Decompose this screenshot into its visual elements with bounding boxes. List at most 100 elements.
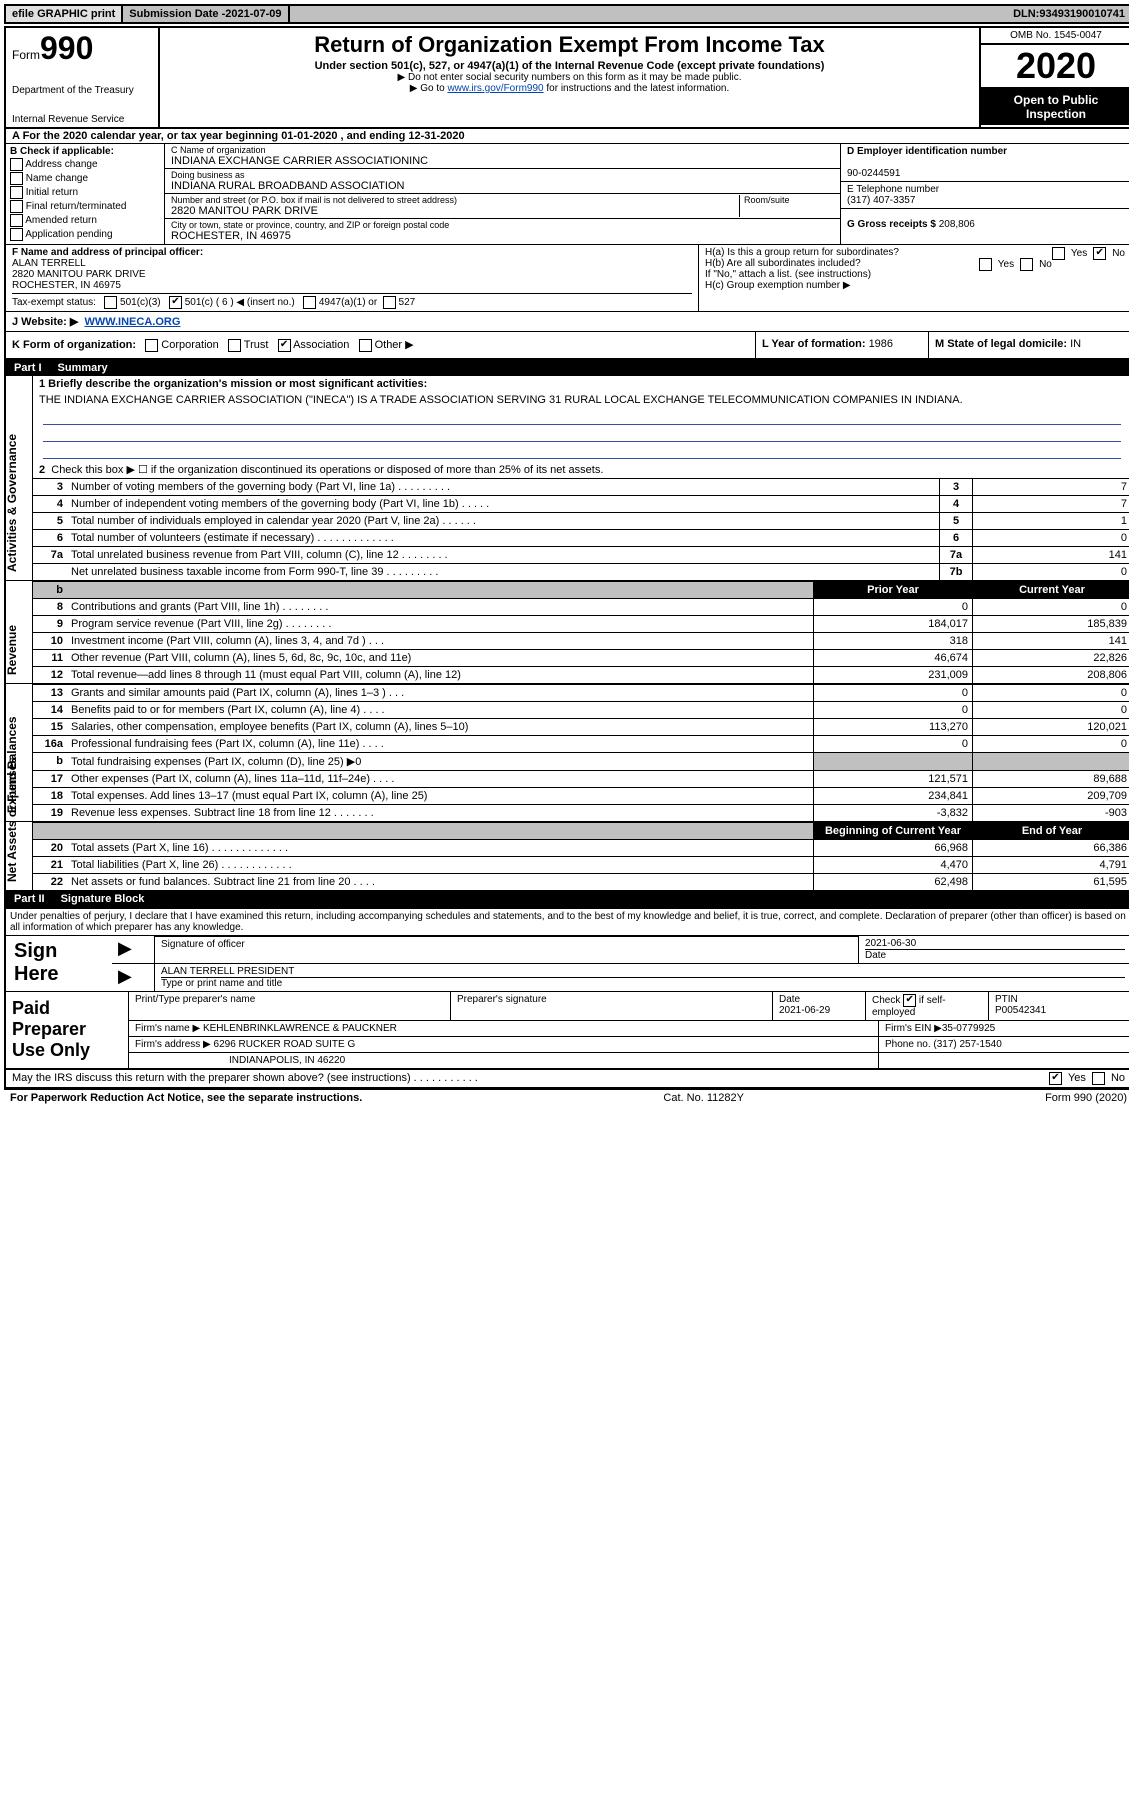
dept-treasury: Department of the Treasury (12, 85, 152, 96)
chk-trust[interactable] (228, 339, 241, 352)
sig-date-value: 2021-06-30 (865, 938, 916, 949)
form-title: Return of Organization Exempt From Incom… (166, 32, 973, 58)
chk-527[interactable] (383, 296, 396, 309)
sign-here-label: Sign Here (6, 936, 112, 991)
sig-officer-label: Signature of officer (155, 936, 859, 963)
line1-label: 1 Briefly describe the organization's mi… (33, 376, 1129, 392)
hc-row: H(c) Group exemption number ▶ (705, 280, 1125, 291)
ha-row: H(a) Is this a group return for subordin… (705, 247, 1125, 258)
table-row: 16aProfessional fundraising fees (Part I… (33, 735, 1129, 752)
e-phone-label: E Telephone number (847, 184, 939, 195)
firm-name-label: Firm's name ▶ (135, 1023, 200, 1034)
part1-header: Part I Summary (6, 360, 1129, 376)
side-activities: Activities & Governance (6, 376, 33, 580)
dln-value: 93493190010741 (1039, 8, 1125, 20)
sig-date-label: Date (865, 949, 1125, 961)
prep-self-emp: Check ✔ if self-employed (866, 992, 989, 1020)
side-revenue-label: Revenue (5, 625, 19, 675)
part2-title: Signature Block (53, 891, 1129, 907)
line1-text: THE INDIANA EXCHANGE CARRIER ASSOCIATION… (33, 392, 1129, 408)
chk-501c3[interactable] (104, 296, 117, 309)
header-sub3-pre: ▶ Go to (410, 83, 448, 94)
net-content: Beginning of Current Year End of Year 20… (33, 822, 1129, 890)
hb-no[interactable] (1020, 258, 1033, 271)
dln-cell: DLN: 93493190010741 (1007, 6, 1129, 22)
form-word: Form (12, 48, 40, 62)
hb-yes[interactable] (979, 258, 992, 271)
opt-corp: Corporation (161, 339, 218, 351)
table-row: 14Benefits paid to or for members (Part … (33, 701, 1129, 718)
form-frame: Form990 Department of the Treasury Inter… (4, 26, 1129, 1090)
m-state: M State of legal domicile: IN (928, 332, 1129, 358)
opt-4947: 4947(a)(1) or (319, 297, 377, 308)
opt-501c3: 501(c)(3) (120, 297, 161, 308)
table-row: 8Contributions and grants (Part VIII, li… (33, 598, 1129, 615)
g-gross-block: G Gross receipts $ 208,806 (841, 209, 1129, 232)
f-name: ALAN TERRELL (12, 258, 86, 269)
c-city-block: City or town, state or province, country… (165, 219, 840, 243)
col-prior-year: Prior Year (813, 582, 972, 598)
chk-initial-return[interactable]: Initial return (10, 186, 160, 199)
dept-irs: Internal Revenue Service (12, 114, 152, 125)
chk-name-change[interactable]: Name change (10, 172, 160, 185)
d-ein-block: D Employer identification number 90-0244… (841, 144, 1129, 182)
top-bar: efile GRAPHIC print Submission Date - 20… (4, 4, 1129, 24)
chk-application-pending[interactable]: Application pending (10, 228, 160, 241)
chk-self-employed[interactable]: ✔ (903, 994, 916, 1007)
chk-address-change[interactable]: Address change (10, 158, 160, 171)
footer-mid: Cat. No. 11282Y (663, 1092, 744, 1104)
firm-phone-value: (317) 257-1540 (933, 1039, 1001, 1050)
col-b-checkboxes: B Check if applicable: Address change Na… (6, 144, 165, 244)
website-link[interactable]: WWW.INECA.ORG (84, 316, 180, 328)
c-dba-block: Doing business as INDIANA RURAL BROADBAN… (165, 169, 840, 194)
form-header: Form990 Department of the Treasury Inter… (6, 28, 1129, 129)
efile-print-button[interactable]: efile GRAPHIC print (6, 6, 123, 22)
header-sub2: ▶ Do not enter social security numbers o… (166, 72, 973, 83)
c-dba-value: INDIANA RURAL BROADBAND ASSOCIATION (171, 180, 834, 192)
table-row: 3Number of voting members of the governi… (33, 478, 1129, 495)
g-gross-value: 208,806 (939, 219, 975, 230)
paid-preparer-block: Paid Preparer Use Only Print/Type prepar… (6, 991, 1129, 1070)
block-bcd: B Check if applicable: Address change Na… (6, 144, 1129, 245)
blank-line-1 (43, 410, 1121, 425)
chk-501c[interactable]: ✔ (169, 296, 182, 309)
page-footer: For Paperwork Reduction Act Notice, see … (4, 1090, 1129, 1106)
chk-assoc[interactable]: ✔ (278, 339, 291, 352)
ha-no[interactable]: ✔ (1093, 247, 1106, 260)
prep-name-label: Print/Type preparer's name (129, 992, 451, 1020)
firm-name-value: KEHLENBRINKLAWRENCE & PAUCKNER (203, 1023, 397, 1034)
d-ein-label: D Employer identification number (847, 146, 1007, 157)
header-sub3: ▶ Go to www.irs.gov/Form990 for instruct… (166, 83, 973, 94)
chk-amended-return[interactable]: Amended return (10, 214, 160, 227)
opt-assoc: Association (293, 339, 349, 351)
form-number: 990 (40, 30, 93, 66)
e-phone-value: (317) 407-3357 (847, 195, 915, 206)
header-sub3-post: for instructions and the latest informat… (546, 83, 729, 94)
l-value: 1986 (869, 338, 893, 350)
chk-other[interactable] (359, 339, 372, 352)
c-city-value: ROCHESTER, IN 46975 (171, 230, 834, 242)
side-revenue: Revenue (6, 581, 33, 683)
chk-final-return[interactable]: Final return/terminated (10, 200, 160, 213)
table-row: 17Other expenses (Part IX, column (A), l… (33, 770, 1129, 787)
g-gross-label: G Gross receipts $ (847, 219, 939, 230)
chk-4947[interactable] (303, 296, 316, 309)
c-dba-label: Doing business as (171, 170, 834, 180)
ha-yes[interactable] (1052, 247, 1065, 260)
chk-corp[interactable] (145, 339, 158, 352)
c-name-value: INDIANA EXCHANGE CARRIER ASSOCIATIONINC (171, 155, 834, 167)
table-row: bTotal fundraising expenses (Part IX, co… (33, 752, 1129, 770)
sig-name-title: ALAN TERRELL PRESIDENT (161, 966, 294, 977)
discuss-yes[interactable]: ✔ (1049, 1072, 1062, 1085)
col-end-year: End of Year (972, 823, 1129, 839)
gov-rows: 3Number of voting members of the governi… (33, 478, 1129, 580)
table-row: 18Total expenses. Add lines 13–17 (must … (33, 787, 1129, 804)
line2: 2 Check this box ▶ ☐ if the organization… (33, 461, 1129, 478)
discuss-no[interactable] (1092, 1072, 1105, 1085)
row-fhi: F Name and address of principal officer:… (6, 245, 1129, 312)
section-net-assets: Net Assets or Fund Balances Beginning of… (6, 822, 1129, 891)
irs-link[interactable]: www.irs.gov/Form990 (447, 83, 543, 94)
paid-row-3: Firm's address ▶ 6296 RUCKER ROAD SUITE … (129, 1037, 1129, 1053)
part2-header: Part II Signature Block (6, 891, 1129, 907)
firm-addr2-value: INDIANAPOLIS, IN 46220 (129, 1053, 879, 1068)
